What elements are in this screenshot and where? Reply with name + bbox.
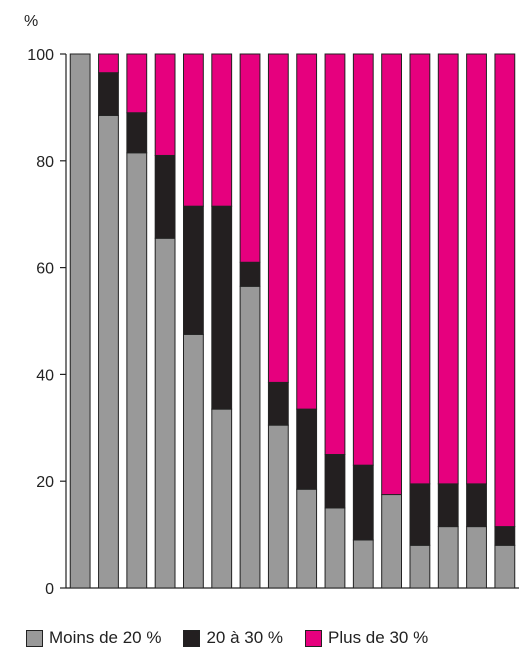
bar-segment-1-cat-1 — [69, 53, 91, 589]
bar-segment-2-cat-7 — [239, 261, 261, 287]
bar-segment-2-cat-8 — [267, 381, 289, 426]
bar-segment-3-cat-3 — [126, 53, 148, 114]
bar-segment-3-cat-7 — [239, 53, 261, 263]
bar-segment-1-cat-10 — [324, 507, 346, 589]
bar-segment-1-cat-3 — [126, 152, 148, 589]
legend-item-moins-de-20: Moins de 20 % — [26, 628, 161, 648]
bar-segment-1-cat-5 — [182, 333, 204, 589]
bar-segment-2-cat-14 — [437, 483, 459, 528]
bar-segment-3-cat-9 — [296, 53, 318, 410]
y-tick-label: 40 — [36, 367, 54, 384]
bar-segment-3-cat-4 — [154, 53, 176, 156]
legend-label: Moins de 20 % — [49, 628, 162, 647]
bar-segment-1-cat-14 — [437, 526, 459, 589]
legend-label: Plus de 30 % — [328, 628, 429, 647]
bar-segment-2-cat-6 — [211, 205, 233, 410]
bar-segment-2-cat-11 — [352, 464, 374, 541]
bar-segment-1-cat-16 — [494, 544, 516, 589]
bar-segment-2-cat-5 — [182, 205, 204, 335]
bar-segment-1-cat-13 — [409, 544, 431, 589]
y-tick-label: 60 — [36, 261, 54, 278]
bar-segment-3-cat-10 — [324, 53, 346, 455]
y-tick-label: 20 — [36, 474, 54, 491]
legend: Moins de 20 % 20 à 30 % Plus de 30 % — [26, 628, 428, 648]
legend-swatch-gray — [26, 629, 43, 647]
legend-swatch-magenta — [305, 629, 323, 647]
bar-segment-1-cat-2 — [98, 114, 119, 589]
bar-segment-3-cat-16 — [494, 53, 516, 528]
bar-segment-3-cat-12 — [381, 53, 403, 496]
bar-segment-2-cat-16 — [494, 526, 516, 546]
bar-segment-2-cat-15 — [466, 483, 487, 528]
bars — [69, 53, 516, 589]
bar-segment-2-cat-3 — [126, 112, 148, 154]
y-tick-label: 80 — [36, 154, 54, 171]
bar-segment-3-cat-14 — [437, 53, 459, 485]
bar-segment-2-cat-2 — [98, 72, 119, 116]
bar-segment-1-cat-15 — [466, 526, 487, 589]
bar-segment-1-cat-9 — [296, 488, 318, 589]
bar-segment-3-cat-8 — [267, 53, 289, 383]
legend-item-plus-de-30: Plus de 30 % — [305, 628, 428, 648]
bar-segment-3-cat-6 — [211, 53, 233, 207]
bar-segment-3-cat-5 — [182, 53, 204, 207]
bar-segment-2-cat-4 — [154, 154, 176, 239]
bar-segment-3-cat-11 — [352, 53, 374, 466]
bar-segment-3-cat-2 — [98, 53, 119, 74]
bar-segment-1-cat-6 — [211, 408, 233, 589]
legend-item-20-a-30: 20 à 30 % — [183, 628, 283, 648]
bar-segment-2-cat-10 — [324, 454, 346, 509]
stacked-bar-chart: % 0 20 40 60 80 100 — [24, 13, 519, 598]
bar-segment-3-cat-13 — [409, 53, 431, 485]
bar-segment-3-cat-15 — [466, 53, 487, 485]
y-axis-label: % — [24, 13, 38, 30]
bar-segment-2-cat-9 — [296, 408, 318, 490]
y-tick-label: 0 — [45, 581, 54, 598]
bar-segment-1-cat-8 — [267, 424, 289, 589]
y-tick-label: 100 — [27, 47, 54, 64]
bar-segment-1-cat-11 — [352, 539, 374, 589]
bar-segment-1-cat-4 — [154, 237, 176, 589]
legend-label: 20 à 30 % — [206, 628, 284, 647]
bar-segment-2-cat-13 — [409, 483, 431, 546]
bar-segment-1-cat-12 — [381, 494, 403, 589]
bar-segment-1-cat-7 — [239, 285, 261, 589]
legend-swatch-black — [183, 629, 201, 647]
